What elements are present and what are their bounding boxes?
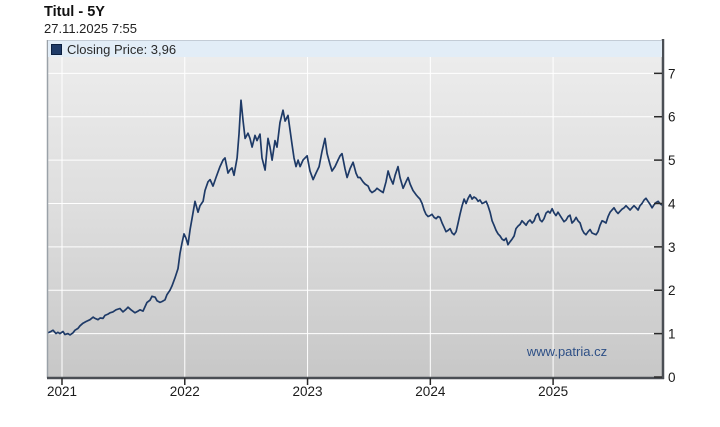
legend-label: Closing Price: 3,96 [67, 41, 177, 57]
chart-timestamp: 27.11.2025 7:55 [44, 21, 138, 36]
y-tick-label: 1 [668, 327, 676, 342]
chart-title: Titul - 5Y [44, 4, 105, 20]
legend: Closing Price: 3,96 [48, 40, 662, 57]
x-tick-label: 2023 [293, 384, 323, 399]
watermark-link[interactable]: www.patria.cz [526, 344, 608, 359]
closing-price-line [47, 99, 663, 336]
y-tick-label: 3 [668, 240, 676, 255]
closing-price-swatch-icon [51, 43, 62, 55]
x-tick-label: 2022 [170, 384, 200, 399]
x-tick-label: 2021 [47, 384, 77, 399]
y-tick-label: 5 [668, 153, 676, 168]
y-tick-label: 4 [668, 196, 676, 211]
y-tick-label: 7 [668, 66, 676, 81]
y-tick-label: 6 [668, 110, 676, 125]
x-tick-label: 2024 [415, 384, 446, 399]
plot-area [48, 56, 662, 377]
y-tick-label: 2 [668, 283, 676, 298]
x-tick-label: 2025 [538, 384, 568, 399]
y-tick-label: 0 [668, 370, 676, 385]
